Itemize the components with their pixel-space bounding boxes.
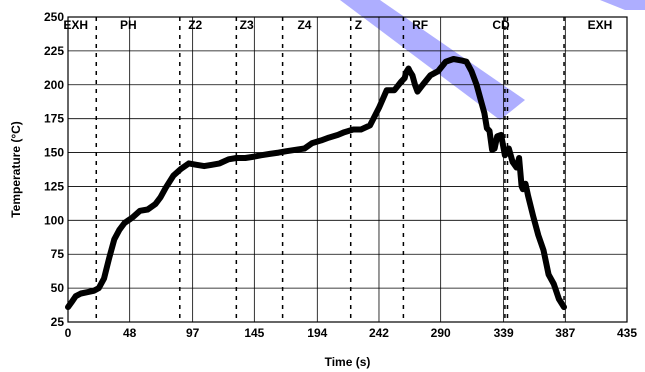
x-tick-label: 290 [431,326,451,340]
x-tick-label: 435 [617,326,637,340]
y-tick-label: 125 [44,179,64,193]
zone-label: CD [492,18,510,32]
zone-label: Z4 [297,18,311,32]
x-tick-label: 339 [494,326,514,340]
y-tick-label: 25 [51,315,65,329]
x-axis-ticks: 0 48 97 145 194 242 290 339 387 435 [65,326,638,340]
x-tick-label: 145 [244,326,264,340]
y-tick-label: 50 [51,281,65,295]
x-tick-label: 97 [186,326,200,340]
x-tick-label: 242 [369,326,389,340]
y-tick-label: 100 [44,213,64,227]
y-tick-label: 200 [44,78,64,92]
y-tick-label: 150 [44,146,64,160]
zone-label: Z [355,18,362,32]
y-tick-label: 225 [44,44,64,58]
zone-label: Z2 [188,18,202,32]
zone-labels: EXH PH Z2 Z3 Z4 Z RF CD EXH [63,18,612,32]
series-line-temperature [65,56,567,311]
y-tick-label: 75 [51,247,65,261]
x-tick-label: 194 [307,326,327,340]
zone-label: Z3 [240,18,254,32]
zone-label: RF [412,18,428,32]
x-tick-label: 48 [123,326,137,340]
y-axis-ticks: 25 50 75 100 125 150 175 200 225 250 [44,10,64,329]
y-tick-label: 175 [44,112,64,126]
zone-boundaries [95,17,565,322]
x-tick-label: 387 [555,326,575,340]
x-tick-label: 0 [65,326,72,340]
y-tick-label: 250 [44,10,64,24]
y-axis-label: Temperature (°C) [9,121,23,218]
x-axis-label: Time (s) [325,355,371,369]
grid-lines [67,16,628,323]
zone-label: PH [120,18,137,32]
plot-frame [67,16,628,323]
zone-label: EXH [588,18,613,32]
zone-label: EXH [63,18,88,32]
